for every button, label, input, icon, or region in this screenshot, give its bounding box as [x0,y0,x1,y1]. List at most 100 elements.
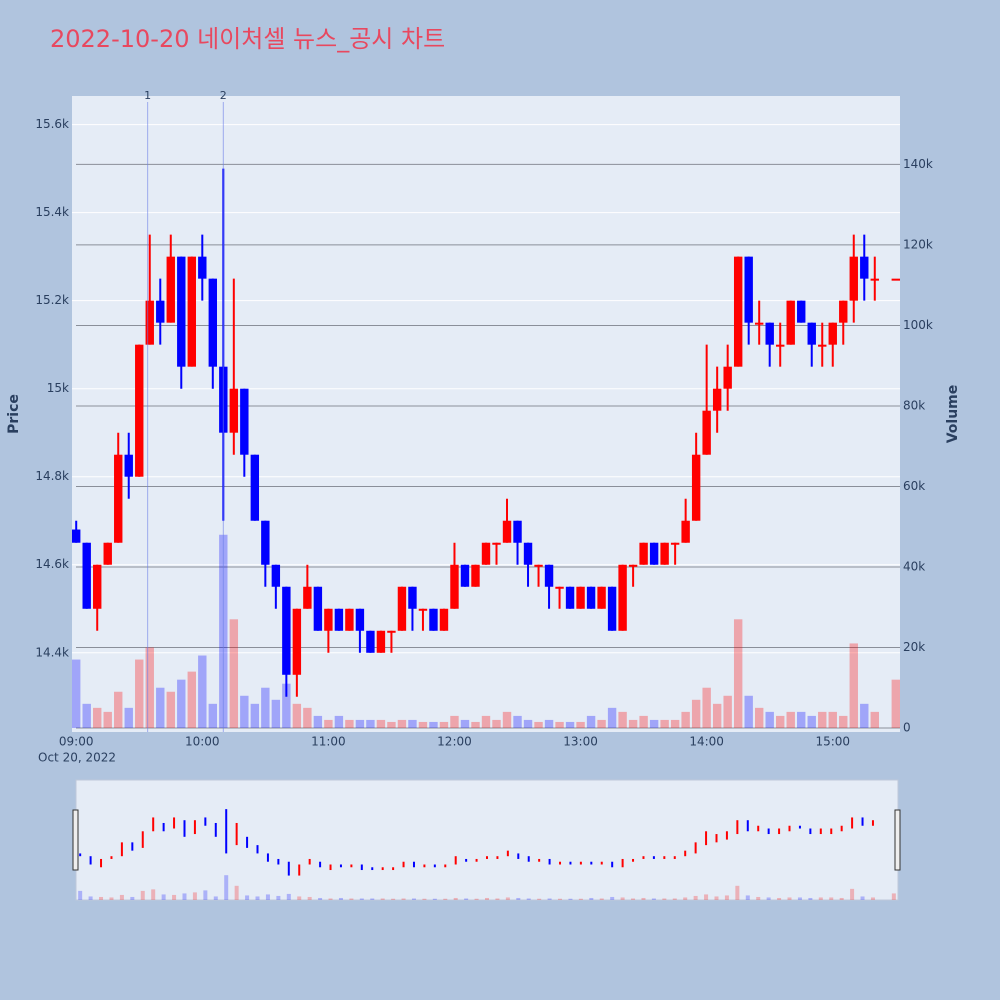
volume-bar [408,719,417,728]
volume-bar [555,721,564,728]
volume-bar [733,619,743,728]
volume-bar [93,707,102,728]
slider-volume [411,898,416,900]
candle-body [849,256,858,301]
volume-bar [187,671,196,728]
volume-bar [513,715,522,728]
y-tick-label: 15.4k [35,205,69,219]
candle-body [72,529,81,543]
slider-volume [338,897,343,900]
volume-bar [754,707,764,728]
slider-volume [589,897,594,900]
candle-body [712,388,722,411]
volume-bar [114,691,123,728]
slider-volume [109,897,114,900]
y2-tick-label: 120k [903,237,933,251]
volume-bar [597,719,606,728]
volume-bar [576,721,585,728]
slider-volume [265,894,270,900]
slider-volume [391,898,396,900]
volume-bar [145,647,154,728]
candle-body [891,278,900,281]
candle-body [145,300,154,345]
volume-bar [450,715,459,728]
candle-body [229,388,239,433]
slider-volume [641,897,646,900]
slider-volume [245,895,250,900]
slider-volume [297,896,302,900]
volume-bar [345,719,354,728]
candle-body [839,300,848,323]
slider-volume [620,897,625,900]
slider-handle[interactable] [894,809,901,871]
volume-bar [124,707,133,728]
volume-bar [103,711,112,728]
y2-tick-label: 40k [903,559,925,573]
slider-volume [182,893,187,900]
candle-body [523,542,533,565]
chart-title: 2022-10-20 네이처셀 뉴스_공시 차트 [50,25,445,53]
candle-body [387,630,396,633]
volume-bar [628,719,638,728]
slider-volume [161,894,166,900]
range-slider [75,779,899,901]
volume-bar [607,707,617,728]
slider-volume [568,898,573,900]
volume-bar [72,659,81,728]
volume-bar [639,715,648,728]
volume-bar [786,711,795,728]
slider-handle[interactable] [72,809,79,871]
volume-bar [208,703,218,728]
candle-body [471,564,480,587]
y-axis-title: Price [6,394,22,434]
volume-bar [324,719,333,728]
candle-body [187,256,196,367]
slider-volume [307,896,312,900]
volume-bar [702,687,711,728]
candle-body [93,564,102,609]
slider-volume [891,893,896,900]
candle-body [208,278,218,367]
x-tick-label: 13:00 [563,735,598,749]
volume-bar [229,619,239,728]
candle-body [860,256,869,279]
candle-body [397,586,407,631]
slider-volume [745,895,750,900]
slider-volume [808,897,813,900]
candle-body [586,586,596,609]
candle-body [261,520,270,565]
slider-volume [766,897,771,900]
x-date-label: Oct 20, 2022 [38,751,116,765]
slider-volume [401,898,406,900]
volume-bar [429,721,438,728]
volume-bar [376,719,386,728]
volume-bar [618,711,627,728]
candle-body [429,608,438,631]
candle-body [797,300,806,323]
slider-volume [735,885,740,900]
slider-volume [724,895,729,900]
x-tick-label: 10:00 [185,735,220,749]
volume-bar [282,683,291,728]
slider-volume [130,896,135,900]
slider-volume [99,896,104,900]
candle-body [607,586,617,631]
y2-tick-label: 100k [903,318,933,332]
y-tick-label: 15k [47,381,69,395]
candle-body [576,586,585,609]
candle-body [166,256,175,323]
volume-bar [198,655,207,728]
candle-body [198,256,207,279]
candle-body [828,322,837,345]
volume-bar [670,719,680,728]
slider-volume [192,892,197,900]
slider-volume [349,898,354,900]
candle-body [733,256,743,367]
slider-volume [328,898,333,900]
slider-volume [672,898,677,900]
slider-volume [286,893,291,900]
volume-bar [250,703,260,728]
volume-bar [156,687,165,728]
candle-body [765,322,774,345]
